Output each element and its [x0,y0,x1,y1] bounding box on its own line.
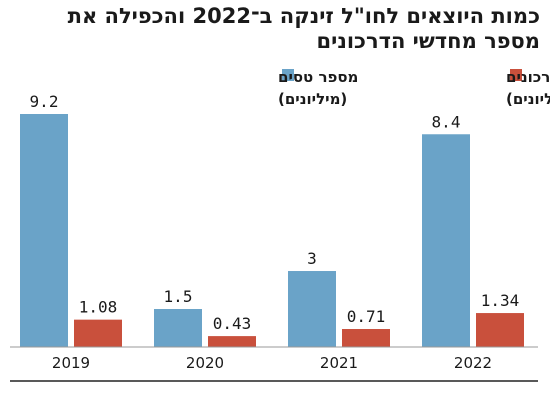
legend-swatch-passports [510,69,522,81]
bar-flights-2020 [154,309,202,347]
value-labels-group: 9.2 1.08 1.5 0.43 3 0.71 8.4 1.34 [30,92,520,333]
bar-flights-2022 [422,134,470,347]
legend: מספר טסים (מיליונים) מספר מחדשי דרכונים … [278,68,550,108]
x-axis-labels: 2019 2020 2021 2022 [52,354,492,372]
value-label-passports-2019: 1.08 [79,298,118,317]
legend-unit-flights: (מיליונים) [278,90,347,108]
value-label-flights-2022: 8.4 [432,112,461,131]
legend-label-flights: מספר טסים [278,68,358,86]
value-label-passports-2022: 1.34 [481,291,520,310]
bar-passports-2019 [74,319,122,347]
x-tick-2022: 2022 [454,354,492,372]
value-label-flights-2019: 9.2 [30,92,59,111]
bars-group [20,114,524,347]
bar-passports-2020 [208,336,256,347]
legend-label-passports: מספר מחדשי דרכונים [506,68,550,86]
value-label-flights-2020: 1.5 [164,287,193,306]
value-label-flights-2021: 3 [307,249,317,268]
bar-flights-2021 [288,271,336,347]
x-tick-2021: 2021 [320,354,358,372]
bar-flights-2019 [20,114,68,347]
legend-swatch-flights [282,69,294,81]
bar-passports-2021 [342,329,390,347]
legend-unit-passports: (מיליונים) [506,90,550,108]
chart-title: כמות היוצאים לחו"ל זינקה ב־2022 והכפילה … [67,4,540,53]
x-tick-2020: 2020 [186,354,224,372]
bar-passports-2022 [476,313,524,347]
x-tick-2019: 2019 [52,354,90,372]
value-label-passports-2021: 0.71 [347,307,386,326]
value-label-passports-2020: 0.43 [213,314,252,333]
